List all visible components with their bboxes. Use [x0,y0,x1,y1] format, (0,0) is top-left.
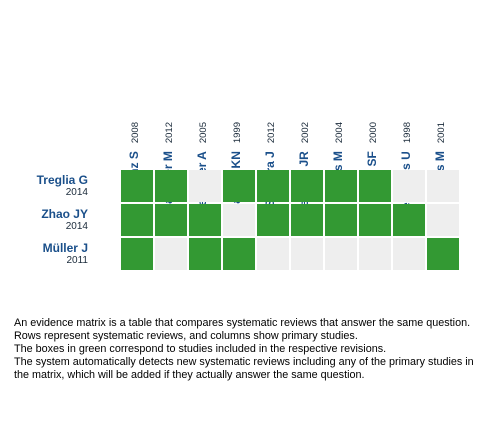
caption: An evidence matrix is a table that compa… [14,317,476,382]
study-year: 2005 [198,122,209,144]
matrix-cell-included[interactable] [155,170,187,202]
review-year: 2011 [66,255,88,266]
study-year: 2002 [300,122,311,144]
matrix-cell-included[interactable] [359,204,391,236]
matrix-cell-included[interactable] [121,170,153,202]
column-header[interactable]: De Santis M2004 [325,0,359,219]
matrix-cell-included[interactable] [257,204,289,236]
matrix-cell-included[interactable] [121,204,153,236]
matrix-cell-included[interactable] [223,170,255,202]
caption-line: The system automatically detects new sys… [14,356,474,381]
matrix-cell-empty[interactable] [359,238,391,270]
study-year: 2012 [164,122,175,144]
study-year: 1999 [232,122,243,144]
review-year: 2014 [65,187,88,198]
row-header[interactable]: Müller J 2011 [0,241,88,267]
matrix-cell-included[interactable] [393,204,425,236]
column-header[interactable]: Cremerius U1998 [393,0,427,223]
matrix-cell-empty[interactable] [189,170,221,202]
caption-line: An evidence matrix is a table that compa… [14,317,471,329]
matrix-cell-empty[interactable] [393,170,425,202]
column-header[interactable]: Hinz S2008 [121,0,155,188]
matrix-cell-included[interactable] [291,204,323,236]
study-year: 2012 [266,122,277,144]
matrix-cell-included[interactable] [325,170,357,202]
matrix-cell-included[interactable] [257,170,289,202]
matrix-cell-included[interactable] [155,204,187,236]
column-header[interactable]: Siekiera J2012 [257,0,291,207]
evidence-matrix: Hinz S2008Bachner M2012Becherer A2005Gan… [0,0,461,270]
review-author: Zhao JY [41,207,88,221]
column-header[interactable]: Becherer A2005 [189,0,223,215]
matrix-cell-included[interactable] [359,170,391,202]
matrix-cell-empty[interactable] [257,238,289,270]
matrix-cell-included[interactable] [291,170,323,202]
matrix-cell-included[interactable] [325,204,357,236]
matrix-cell-empty[interactable] [155,238,187,270]
matrix-cell-empty[interactable] [325,238,357,270]
study-year: 2000 [368,122,379,144]
matrix-cell-empty[interactable] [427,204,459,236]
matrix-cell-empty[interactable] [223,204,255,236]
study-year: 2004 [334,122,345,144]
review-year: 2014 [65,221,88,232]
matrix-cell-empty[interactable] [291,238,323,270]
review-author: Müller J [42,241,88,255]
column-header[interactable]: Bachner M2012 [155,0,189,213]
matrix-cell-included[interactable] [189,204,221,236]
matrix-cell-included[interactable] [121,238,153,270]
column-header[interactable]: Ganjoo KN1999 [223,0,257,213]
matrix-cell-empty[interactable] [393,238,425,270]
column-header[interactable]: De Santis M2001 [427,0,461,219]
matrix-cell-included[interactable] [427,238,459,270]
study-year: 1998 [402,122,413,144]
matrix-cell-empty[interactable] [427,170,459,202]
caption-line: The boxes in green correspond to studies… [14,343,387,355]
column-header[interactable]: Hain SF2000 [359,0,393,196]
matrix-cell-included[interactable] [189,238,221,270]
row-header[interactable]: Zhao JY 2014 [0,207,88,233]
matrix-cell-included[interactable] [223,238,255,270]
review-author: Treglia G [36,173,88,187]
study-year: 2008 [130,122,141,144]
row-header[interactable]: Treglia G 2014 [0,173,88,199]
caption-line: Rows represent systematic reviews, and c… [14,330,358,342]
study-year: 2001 [436,122,447,144]
column-header[interactable]: Spermon JR2002 [291,0,325,222]
